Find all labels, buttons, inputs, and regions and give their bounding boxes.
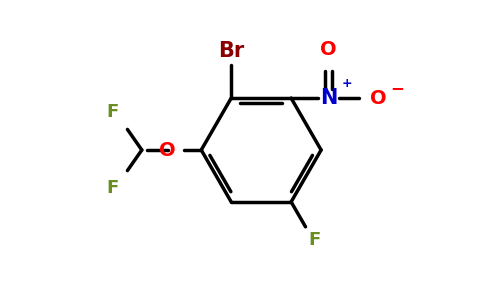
Text: O: O: [159, 140, 175, 160]
Text: +: +: [342, 77, 352, 90]
Text: F: F: [106, 103, 119, 121]
Text: −: −: [390, 79, 404, 97]
Text: O: O: [370, 88, 387, 108]
Text: F: F: [106, 179, 119, 197]
Text: O: O: [320, 40, 337, 59]
Text: N: N: [320, 88, 337, 108]
Text: Br: Br: [218, 41, 244, 61]
Text: F: F: [308, 231, 320, 249]
